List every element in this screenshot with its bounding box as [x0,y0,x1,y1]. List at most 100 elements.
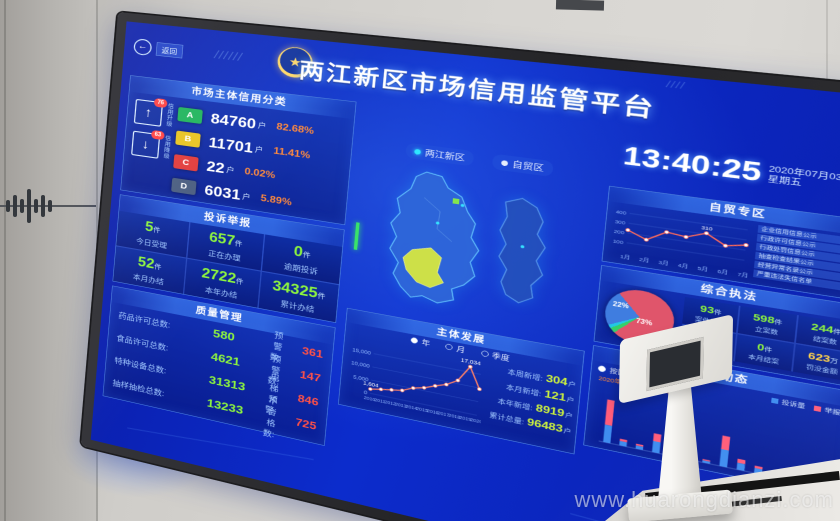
grade-count: 6031 [203,181,242,203]
radio-dot-icon [501,159,509,166]
stat-unit: 户 [564,412,573,421]
svg-text:2019: 2019 [459,415,472,423]
stat-value: 93 [699,303,715,316]
stat-value: 304 [545,372,569,388]
stat-unit: 件 [317,291,326,302]
stat-unit: 万 [829,356,839,365]
map-marker-green[interactable] [452,198,460,205]
grade-chip: D [171,177,197,196]
district-map [347,154,601,348]
tab-label: 两江新区 [424,147,466,163]
stat-value: 52 [137,254,156,272]
grade-unit: 户 [254,144,264,155]
svg-text:2018: 2018 [448,412,461,420]
svg-text:2017: 2017 [437,410,450,418]
arrow-down-icon: ↓ [141,136,150,153]
ftz-list: 企业信用信息公示 行政许可信息公示 行政处罚信息公示 抽查检查结果公示 经营异常… [753,224,840,296]
stat-label: 逾期投诉 [283,261,319,276]
svg-text:2014: 2014 [405,403,418,411]
grade-chip: C [173,154,199,172]
svg-text:17,034: 17,034 [460,358,481,368]
radio-dot-icon [480,350,489,358]
dashboard: ← 返回 ////// //// 两江新区市场信用监管平台 13:40:25 2… [90,21,840,521]
stat-value: 657 [208,229,236,249]
arrow-up-icon: ↑ [144,104,153,121]
svg-text:5月: 5月 [697,265,708,273]
stat-unit: 户 [566,396,575,405]
svg-text:200: 200 [614,228,626,235]
credit-downgrade-button[interactable]: ↓ 63 [131,129,165,159]
grade-unit: 户 [241,191,251,202]
ftz-line-chart: 400 300 200 100 310 1月 2月 3月 4月 5月 6月 7月 [608,205,754,280]
legend-swatch-red [813,405,822,412]
svg-text:310: 310 [701,225,714,232]
development-line-chart: 15,000 10,000 5,000 0 1,604 17,034 2010 2011 201… [344,334,487,425]
grade-percent: 5.89% [260,192,293,208]
warning-value: 361 [301,344,324,361]
pie-label: 22% [612,300,630,311]
stat-unit: 件 [234,239,243,249]
grade-percent: 82.68% [276,120,315,137]
decor-slashes-right: //// [665,79,687,91]
radio-label: 年 [421,338,431,348]
svg-text:1,604: 1,604 [363,381,379,390]
svg-text:4月: 4月 [678,262,689,270]
grade-chip: A [177,106,203,125]
svg-text:300: 300 [615,219,627,226]
radio-dot-icon [414,148,422,155]
svg-text:100: 100 [613,238,625,245]
stat-unit: 件 [302,250,311,260]
grade-count: 11701 [208,133,254,156]
credit-upgrade-button[interactable]: ↑ 76 [133,97,168,127]
watermark: www.huarongdianzi.com [574,487,834,512]
svg-text:2012: 2012 [384,399,397,407]
audio-waveform-icon [6,186,52,226]
svg-text:7月: 7月 [737,271,748,278]
svg-text:2016: 2016 [427,408,440,416]
grade-unit: 户 [225,165,235,175]
radio-label: 月 [456,344,466,355]
tab-label: 自贸区 [511,159,545,173]
svg-text:2011: 2011 [374,397,386,405]
grade-percent: 0.02% [244,165,276,181]
grade-count: 84760 [210,109,257,132]
stat-unit: 件 [774,318,783,326]
svg-text:400: 400 [616,209,628,216]
svg-text:0: 0 [363,390,367,397]
map-region-main[interactable] [384,168,485,309]
kiosk-column [658,382,702,500]
svg-text:10,000: 10,000 [351,360,371,370]
warning-value: 147 [299,368,322,385]
panel-ftz: 自贸专区 400 300 200 100 310 1月 2月 3月 4月 5月 6月 7月 企业信用信… [601,185,840,303]
svg-text:5,000: 5,000 [353,374,369,383]
stat-label: 今日受理 [135,236,168,250]
display-bezel: ← 返回 ////// //// 两江新区市场信用监管平台 13:40:25 2… [80,12,840,521]
grade-unit: 户 [257,120,267,130]
warning-value: 846 [297,392,320,409]
radio-dot-icon [597,364,607,373]
stat-unit: 件 [713,308,722,316]
svg-text:15,000: 15,000 [352,347,372,357]
legend-swatch-blue [771,397,779,404]
svg-text:2010: 2010 [364,395,377,403]
wall-sign [555,0,605,11]
radio-dot-icon [410,337,419,345]
stat-cell: 623万 罚没金额 [792,344,840,382]
stat-unit: 户 [567,380,577,390]
wall-display: ← 返回 ////// //// 两江新区市场信用监管平台 13:40:25 2… [80,12,840,521]
stat-unit: 户 [563,427,572,436]
stat-unit: 件 [763,345,773,354]
wall-seam [4,0,6,521]
upgrade-badge: 76 [153,97,168,109]
panel-development: 主体发展 年 月 季度 15,000 10,000 5,000 0 1,604 17,03… [337,307,585,455]
map-region-east[interactable] [493,196,549,307]
downgrade-badge: 63 [150,129,165,141]
stat-unit: 件 [832,327,840,336]
clock: 13:40:25 2020年07月03日 星期五 [622,141,840,200]
clock-time: 13:40:25 [621,140,764,188]
radio-dot-icon [445,343,454,351]
svg-text:2015: 2015 [416,406,429,414]
grade-count: 22 [205,157,226,177]
warning-value: 725 [295,416,317,433]
